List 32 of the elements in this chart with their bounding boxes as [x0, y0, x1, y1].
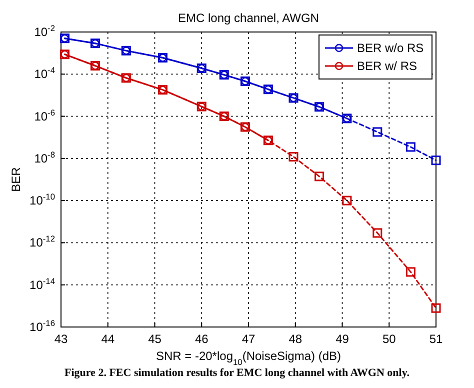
- y-tick-label: 10$^{-8}$: [34, 149, 56, 166]
- x-tick-label: 45: [148, 332, 162, 346]
- y-tick-label: 10$^{-2}$: [34, 23, 56, 39]
- y-axis-title: BER: [9, 166, 23, 192]
- x-tick-label: 47: [242, 332, 256, 346]
- caption: Figure 2. FEC simulation results for EMC long channel with AWGN only.: [64, 367, 410, 379]
- x-tick-label: 48: [288, 332, 302, 346]
- chart-title: EMC long channel, AWGN: [178, 11, 319, 25]
- x-tick-label: 49: [336, 332, 350, 346]
- y-tick-label: 10$^{-16}$: [30, 318, 56, 334]
- x-tick-label: 44: [101, 332, 115, 346]
- y-tick-label: 10$^{-14}$: [30, 276, 56, 292]
- point: [342, 196, 352, 206]
- y-tick-label: 10$^{-12}$: [30, 234, 56, 250]
- point: [431, 156, 441, 166]
- legend-label: BER w/ RS: [357, 59, 418, 73]
- x-tick-label: 43: [54, 332, 68, 346]
- y-tick-label: 10$^{-4}$: [34, 65, 56, 82]
- point: [314, 172, 324, 182]
- legend-label: BER w/o RS: [357, 41, 424, 55]
- point: [406, 142, 416, 152]
- point: [406, 267, 416, 277]
- x-tick-label: 51: [429, 332, 443, 346]
- point: [372, 228, 382, 238]
- point: [431, 303, 441, 313]
- y-tick-label: 10$^{-10}$: [30, 192, 56, 208]
- x-tick-label: 46: [194, 332, 209, 346]
- point: [288, 152, 298, 162]
- point: [372, 127, 382, 137]
- x-tick-label: 50: [382, 332, 396, 346]
- x-axis-title: SNR = -20*log$_{10}$(NoiseSigma) (dB): [156, 349, 342, 367]
- y-tick-label: 10$^{-6}$: [34, 107, 56, 124]
